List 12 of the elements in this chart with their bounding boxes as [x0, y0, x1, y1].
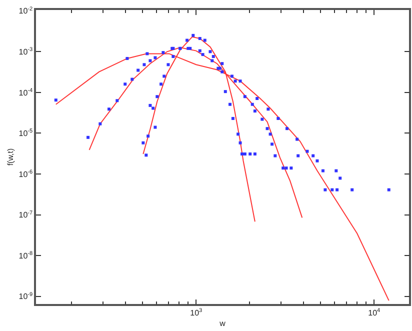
y-tick-label: 10$^{-4}$ [18, 88, 33, 98]
x-tick-label: 10$^{3}$ [190, 308, 202, 318]
y-axis-title: f(w,t) [6, 148, 15, 166]
y-tick-label: 10$^{-2}$ [18, 6, 33, 16]
y-tick-label: 10$^{-9}$ [18, 292, 33, 302]
y-tick-label: 10$^{-6}$ [18, 169, 33, 179]
y-tick-label: 10$^{-8}$ [18, 251, 33, 260]
y-tick-label: 10$^{-5}$ [18, 128, 33, 138]
y-tick-label: 10$^{-3}$ [18, 47, 33, 56]
y-tick-label: 10$^{-7}$ [18, 210, 33, 220]
x-axis-title: w [218, 318, 226, 328]
x-tick-label: 10$^{4}$ [368, 308, 380, 318]
